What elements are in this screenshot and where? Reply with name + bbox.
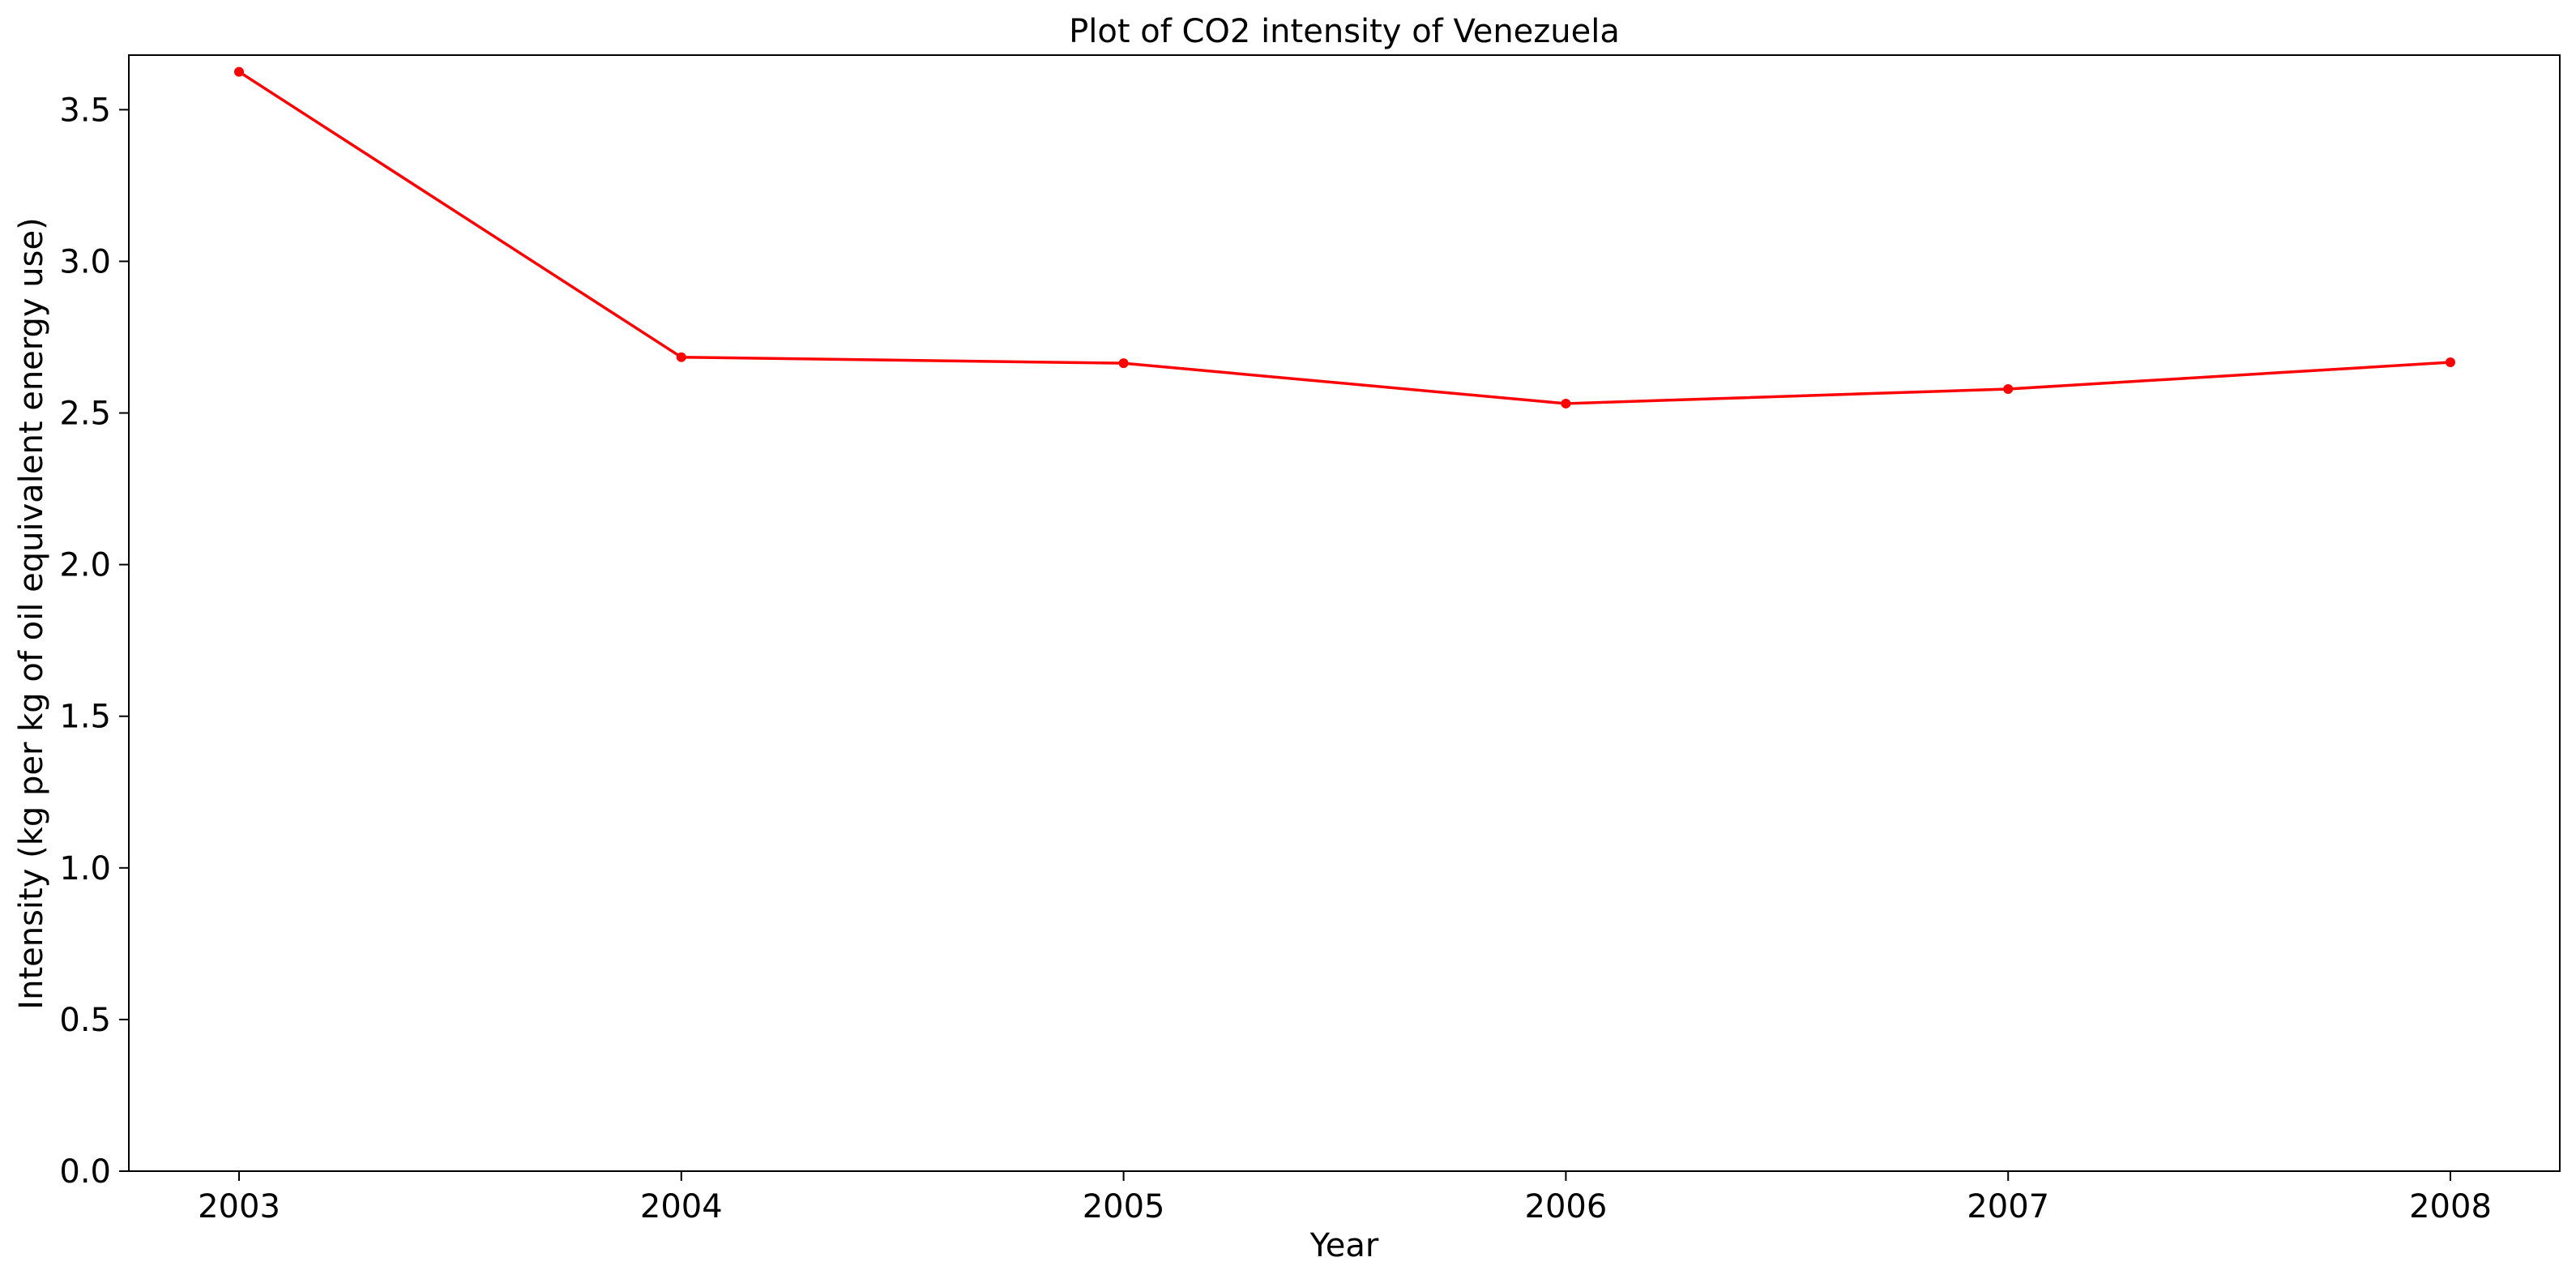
x-axis-label: Year (1309, 1227, 1379, 1264)
x-tick-label: 2003 (198, 1188, 280, 1225)
x-tick-label: 2004 (640, 1188, 723, 1225)
y-tick-label: 1.0 (59, 850, 111, 887)
data-point (234, 66, 244, 77)
data-point (1118, 358, 1129, 369)
plot-area: 0.0 0.5 1.0 1.5 2.0 2.5 3.0 3.5 2003 2004 2005 2006… (59, 54, 2561, 1225)
y-tick-label: 0.5 (59, 1002, 111, 1039)
data-point (676, 352, 686, 362)
x-tick-label: 2005 (1083, 1188, 1165, 1225)
y-tick-label: 3.5 (59, 92, 111, 129)
chart-title: Plot of CO2 intensity of Venezuela (1069, 13, 1620, 50)
x-tick-label: 2006 (1525, 1188, 1608, 1225)
y-axis-label: Intensity (kg per kg of oil equivalent e… (13, 217, 50, 1009)
x-tick-label: 2007 (1967, 1188, 2049, 1225)
x-tick-label: 2008 (2409, 1188, 2492, 1225)
y-tick-label: 0.0 (59, 1153, 111, 1191)
y-tick-label: 1.5 (59, 699, 111, 736)
y-tick-label: 3.0 (59, 243, 111, 280)
series-line (238, 71, 2451, 405)
data-point (1561, 398, 1571, 408)
y-tick-label: 2.0 (59, 547, 111, 584)
plot-frame (128, 54, 2561, 1172)
data-point (2446, 357, 2455, 368)
y-tick-label: 2.5 (59, 396, 111, 433)
data-point (2003, 383, 2014, 394)
